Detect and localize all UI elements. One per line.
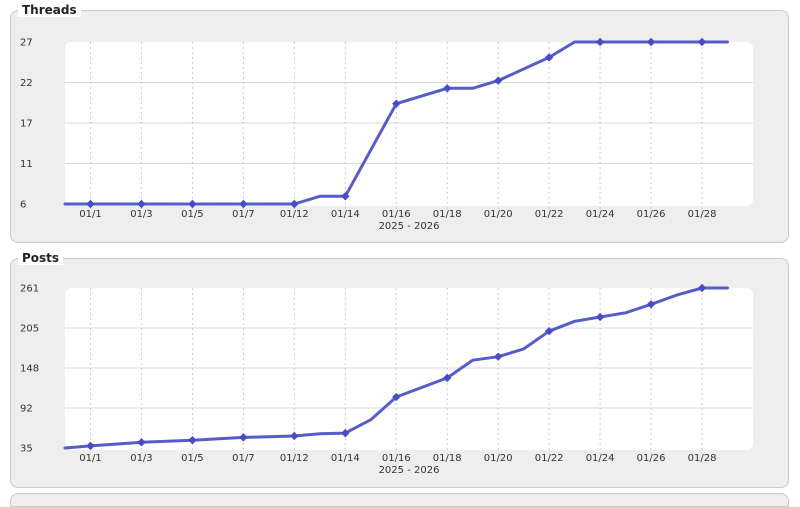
threads-panel-title: Threads: [18, 3, 81, 17]
forum-statistics-page: { "colors": { "line": "#565dc9", "marker…: [10, 3, 789, 507]
posts-panel-title: Posts: [18, 251, 64, 265]
threads-panel: [10, 10, 789, 243]
next-panel-cut-off: [10, 493, 789, 507]
posts-panel: [10, 258, 789, 488]
